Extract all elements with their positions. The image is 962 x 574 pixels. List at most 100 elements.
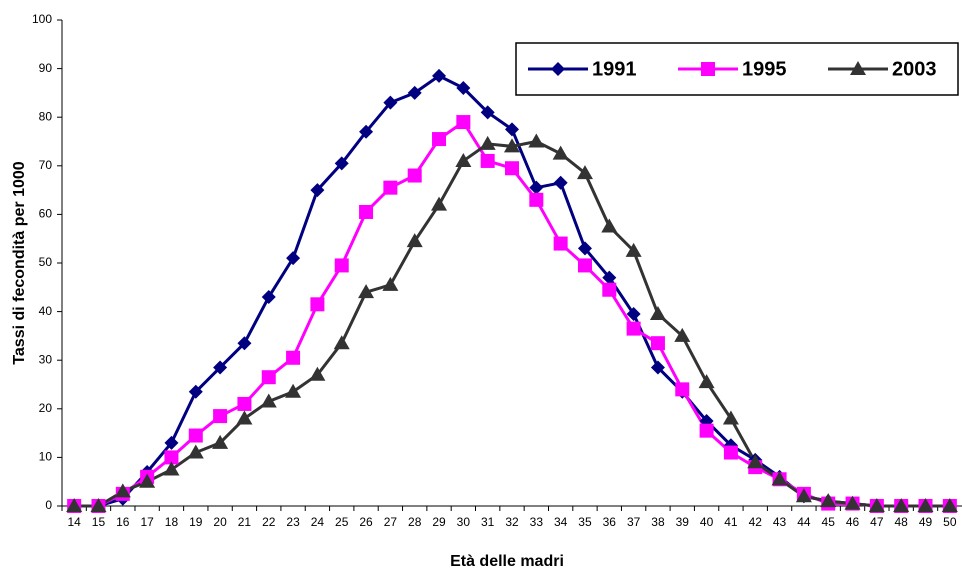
marker bbox=[455, 152, 472, 167]
marker bbox=[260, 393, 277, 408]
marker bbox=[795, 488, 812, 503]
marker bbox=[310, 183, 325, 198]
marker bbox=[602, 282, 617, 297]
marker bbox=[701, 62, 715, 76]
marker bbox=[480, 105, 495, 120]
marker bbox=[747, 454, 764, 469]
marker bbox=[650, 360, 665, 375]
marker bbox=[285, 383, 302, 398]
marker bbox=[359, 204, 374, 219]
marker bbox=[505, 122, 519, 137]
marker bbox=[383, 95, 398, 110]
marker bbox=[602, 270, 617, 285]
marker bbox=[675, 382, 690, 397]
marker bbox=[626, 307, 641, 322]
x-tick-label: 39 bbox=[676, 515, 690, 529]
marker bbox=[505, 161, 519, 176]
x-tick-label: 49 bbox=[919, 515, 933, 529]
marker bbox=[334, 258, 349, 273]
marker bbox=[164, 450, 179, 465]
x-axis-title: Età delle madri bbox=[450, 553, 564, 570]
y-tick-label: 70 bbox=[39, 158, 53, 172]
marker bbox=[479, 135, 496, 150]
marker bbox=[456, 81, 471, 96]
marker bbox=[236, 410, 253, 425]
legend-label: 1991 bbox=[592, 58, 637, 80]
x-tick-label: 31 bbox=[481, 515, 495, 529]
marker bbox=[626, 321, 641, 336]
marker bbox=[212, 434, 229, 449]
marker bbox=[941, 498, 958, 512]
x-tick-label: 36 bbox=[603, 515, 617, 529]
x-tick-label: 43 bbox=[773, 515, 787, 529]
x-tick-label: 48 bbox=[895, 515, 909, 529]
marker bbox=[528, 133, 545, 148]
marker bbox=[358, 284, 375, 299]
x-tick-label: 50 bbox=[943, 515, 957, 529]
x-tick-label: 16 bbox=[116, 515, 130, 529]
x-tick-label: 34 bbox=[554, 515, 568, 529]
marker bbox=[432, 68, 447, 83]
y-tick-label: 0 bbox=[45, 498, 52, 512]
marker bbox=[213, 360, 228, 375]
marker bbox=[456, 115, 471, 130]
x-tick-label: 46 bbox=[846, 515, 860, 529]
marker bbox=[699, 423, 714, 438]
x-tick-label: 40 bbox=[700, 515, 714, 529]
y-tick-label: 90 bbox=[39, 61, 53, 75]
marker bbox=[504, 138, 520, 153]
marker bbox=[529, 192, 544, 207]
marker bbox=[649, 306, 666, 321]
x-tick-label: 24 bbox=[311, 515, 325, 529]
marker bbox=[359, 124, 374, 139]
x-tick-label: 41 bbox=[724, 515, 738, 529]
x-tick-label: 37 bbox=[627, 515, 641, 529]
marker bbox=[333, 335, 350, 350]
marker bbox=[698, 374, 715, 389]
x-tick-label: 45 bbox=[822, 515, 836, 529]
marker bbox=[431, 196, 448, 211]
marker bbox=[90, 498, 107, 512]
marker bbox=[309, 366, 326, 381]
legend-label: 2003 bbox=[892, 58, 937, 80]
marker bbox=[771, 471, 788, 486]
marker bbox=[237, 336, 252, 351]
y-axis-title: Tassi di fecondità per 1000 bbox=[11, 161, 28, 364]
x-tick-label: 33 bbox=[530, 515, 544, 529]
marker bbox=[261, 290, 276, 305]
marker bbox=[480, 153, 495, 168]
y-tick-label: 60 bbox=[39, 207, 53, 221]
y-tick-label: 100 bbox=[32, 12, 52, 26]
marker bbox=[674, 327, 691, 342]
marker bbox=[237, 396, 252, 411]
marker bbox=[850, 61, 866, 75]
marker bbox=[722, 410, 739, 425]
x-tick-label: 28 bbox=[408, 515, 422, 529]
marker bbox=[213, 409, 228, 424]
marker bbox=[432, 132, 447, 147]
legend-label: 1995 bbox=[742, 58, 787, 80]
x-tick-label: 23 bbox=[286, 515, 300, 529]
marker bbox=[187, 444, 204, 459]
marker bbox=[310, 297, 325, 312]
x-tick-label: 22 bbox=[262, 515, 276, 529]
marker bbox=[552, 145, 569, 160]
x-tick-label: 27 bbox=[384, 515, 398, 529]
y-tick-label: 50 bbox=[39, 255, 53, 269]
marker bbox=[917, 498, 934, 512]
marker bbox=[114, 483, 131, 498]
marker bbox=[868, 498, 885, 512]
marker bbox=[188, 384, 203, 399]
marker bbox=[383, 180, 398, 195]
y-tick-label: 30 bbox=[39, 352, 53, 366]
marker bbox=[286, 350, 301, 365]
marker bbox=[576, 165, 593, 180]
marker bbox=[407, 168, 422, 183]
x-tick-label: 38 bbox=[651, 515, 665, 529]
marker bbox=[551, 62, 565, 76]
x-tick-label: 47 bbox=[870, 515, 884, 529]
x-tick-label: 14 bbox=[67, 515, 81, 529]
marker bbox=[334, 156, 349, 171]
x-tick-label: 17 bbox=[140, 515, 154, 529]
